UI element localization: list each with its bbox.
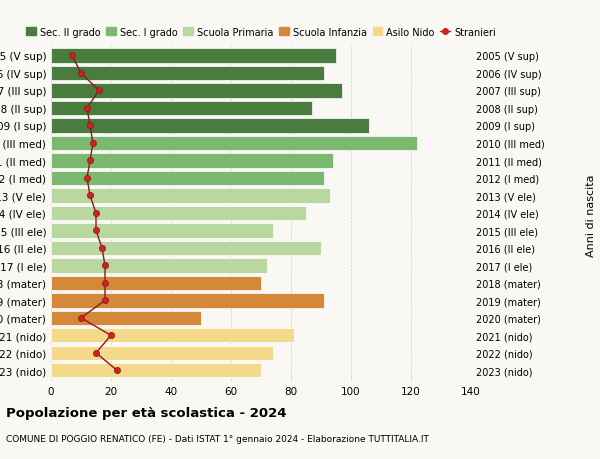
Bar bbox=[51, 311, 201, 325]
Text: Popolazione per età scolastica - 2024: Popolazione per età scolastica - 2024 bbox=[6, 406, 287, 419]
Bar bbox=[51, 154, 333, 168]
Bar bbox=[51, 49, 336, 63]
Bar bbox=[51, 101, 312, 116]
Bar bbox=[51, 329, 294, 343]
Bar bbox=[51, 171, 324, 186]
Bar bbox=[51, 241, 321, 256]
Bar bbox=[51, 136, 417, 151]
Bar bbox=[51, 67, 324, 81]
Legend: Sec. II grado, Sec. I grado, Scuola Primaria, Scuola Infanzia, Asilo Nido, Stran: Sec. II grado, Sec. I grado, Scuola Prim… bbox=[26, 28, 496, 38]
Bar bbox=[51, 276, 261, 291]
Bar bbox=[51, 119, 369, 133]
Text: COMUNE DI POGGIO RENATICO (FE) - Dati ISTAT 1° gennaio 2024 - Elaborazione TUTTI: COMUNE DI POGGIO RENATICO (FE) - Dati IS… bbox=[6, 434, 429, 443]
Bar bbox=[51, 224, 273, 238]
Bar bbox=[51, 346, 273, 360]
Bar bbox=[51, 84, 342, 98]
Bar bbox=[51, 189, 330, 203]
Bar bbox=[51, 258, 267, 273]
Bar bbox=[51, 364, 261, 378]
Bar bbox=[51, 294, 324, 308]
Bar bbox=[51, 206, 306, 221]
Text: Anni di nascita: Anni di nascita bbox=[586, 174, 596, 257]
